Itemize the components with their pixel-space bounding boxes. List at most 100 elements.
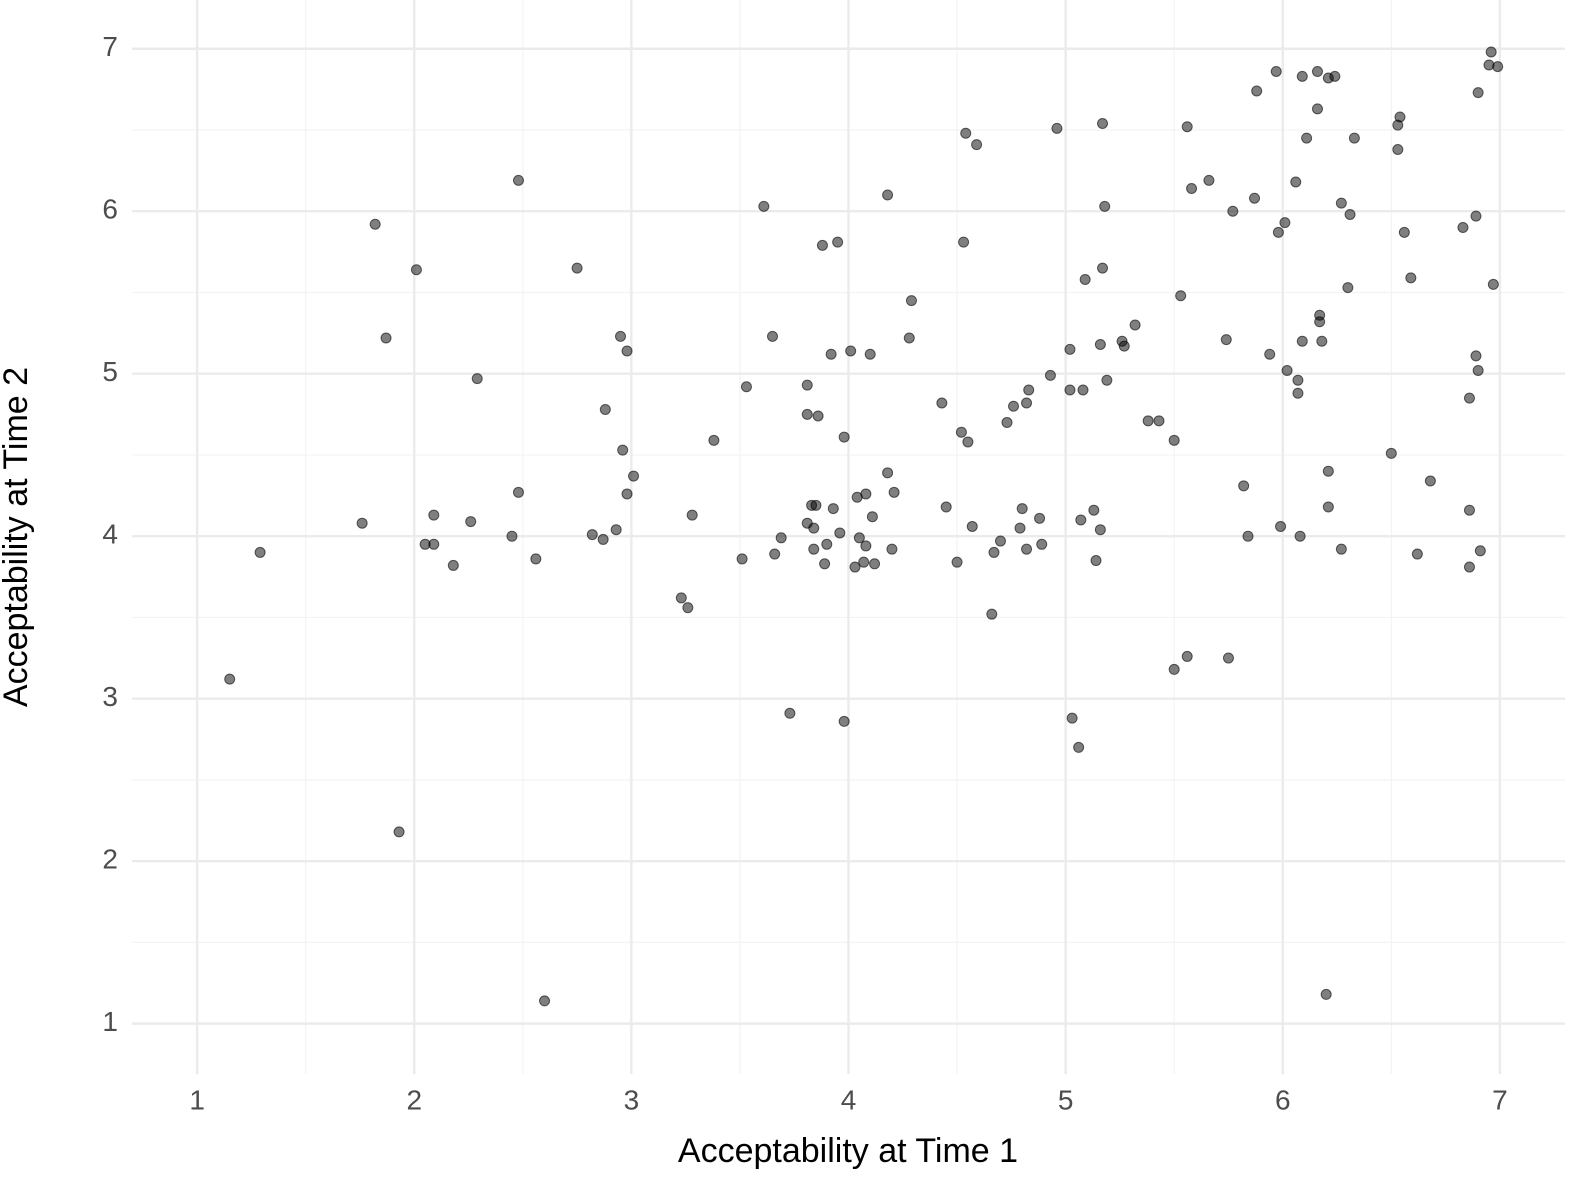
point — [1301, 132, 1313, 144]
point — [1181, 650, 1193, 662]
point — [1311, 65, 1323, 77]
point — [1097, 262, 1109, 274]
x-tick-label: 6 — [1275, 1084, 1291, 1115]
point — [808, 543, 820, 555]
point — [1290, 176, 1302, 188]
point — [888, 486, 900, 498]
point — [539, 995, 551, 1007]
point — [1405, 272, 1417, 284]
point — [1101, 374, 1113, 386]
x-tick-label: 4 — [841, 1084, 857, 1115]
point — [849, 561, 861, 573]
point — [1075, 514, 1087, 526]
y-tick-label: 4 — [102, 519, 118, 550]
point — [708, 434, 720, 446]
point — [1492, 61, 1504, 73]
point — [621, 488, 633, 500]
point — [1279, 217, 1291, 229]
point — [1064, 384, 1076, 396]
point — [428, 538, 440, 550]
point — [784, 707, 796, 719]
point — [1322, 501, 1334, 513]
point — [767, 330, 779, 342]
point — [810, 499, 822, 511]
point — [1088, 504, 1100, 516]
point — [1118, 340, 1130, 352]
x-axis-title: Acceptability at Time 1 — [678, 1132, 1018, 1170]
point — [958, 236, 970, 248]
point — [736, 553, 748, 565]
point — [960, 127, 972, 139]
point — [1344, 208, 1356, 220]
point — [1311, 103, 1323, 115]
point — [1079, 273, 1091, 285]
point — [1168, 434, 1180, 446]
point — [812, 410, 824, 422]
point — [936, 397, 948, 409]
point — [1385, 447, 1397, 459]
point — [610, 524, 622, 536]
point — [369, 218, 381, 230]
point — [1001, 416, 1013, 428]
point — [615, 330, 627, 342]
point — [1153, 415, 1165, 427]
point — [827, 503, 839, 515]
y-tick-label: 6 — [102, 194, 118, 225]
point — [971, 139, 983, 151]
point — [1034, 512, 1046, 524]
point — [1457, 221, 1469, 233]
point — [988, 546, 1000, 558]
point — [1398, 226, 1410, 238]
point — [1294, 530, 1306, 542]
point — [506, 530, 518, 542]
point — [951, 556, 963, 568]
point — [617, 444, 629, 456]
point — [410, 264, 422, 276]
point — [832, 236, 844, 248]
point — [986, 608, 998, 620]
point — [1485, 46, 1497, 58]
point — [821, 538, 833, 550]
point — [838, 715, 850, 727]
point — [586, 529, 598, 541]
point — [834, 527, 846, 539]
point — [1094, 524, 1106, 536]
point — [1296, 70, 1308, 82]
point — [1316, 335, 1328, 347]
point — [940, 501, 952, 513]
point — [224, 673, 236, 685]
point — [1021, 397, 1033, 409]
x-tick-label: 5 — [1058, 1084, 1074, 1115]
point — [853, 532, 865, 544]
point — [775, 532, 787, 544]
point — [530, 553, 542, 565]
point — [1281, 364, 1293, 376]
point — [1411, 548, 1423, 560]
point — [1090, 555, 1102, 567]
point — [801, 408, 813, 420]
point — [860, 488, 872, 500]
point — [864, 348, 876, 360]
point — [393, 826, 405, 838]
point — [1066, 712, 1078, 724]
point — [869, 558, 881, 570]
point — [512, 486, 524, 498]
point — [1094, 338, 1106, 350]
point — [1335, 197, 1347, 209]
point — [1064, 343, 1076, 355]
x-tick-label: 2 — [406, 1084, 422, 1115]
point — [955, 426, 967, 438]
point — [1275, 520, 1287, 532]
point — [860, 540, 872, 552]
point — [1220, 334, 1232, 346]
point — [825, 348, 837, 360]
point — [1129, 319, 1141, 331]
point — [599, 403, 611, 415]
point — [1175, 290, 1187, 302]
point — [1394, 111, 1406, 123]
point — [621, 345, 633, 357]
point — [1270, 65, 1282, 77]
point — [356, 517, 368, 529]
point — [1292, 387, 1304, 399]
